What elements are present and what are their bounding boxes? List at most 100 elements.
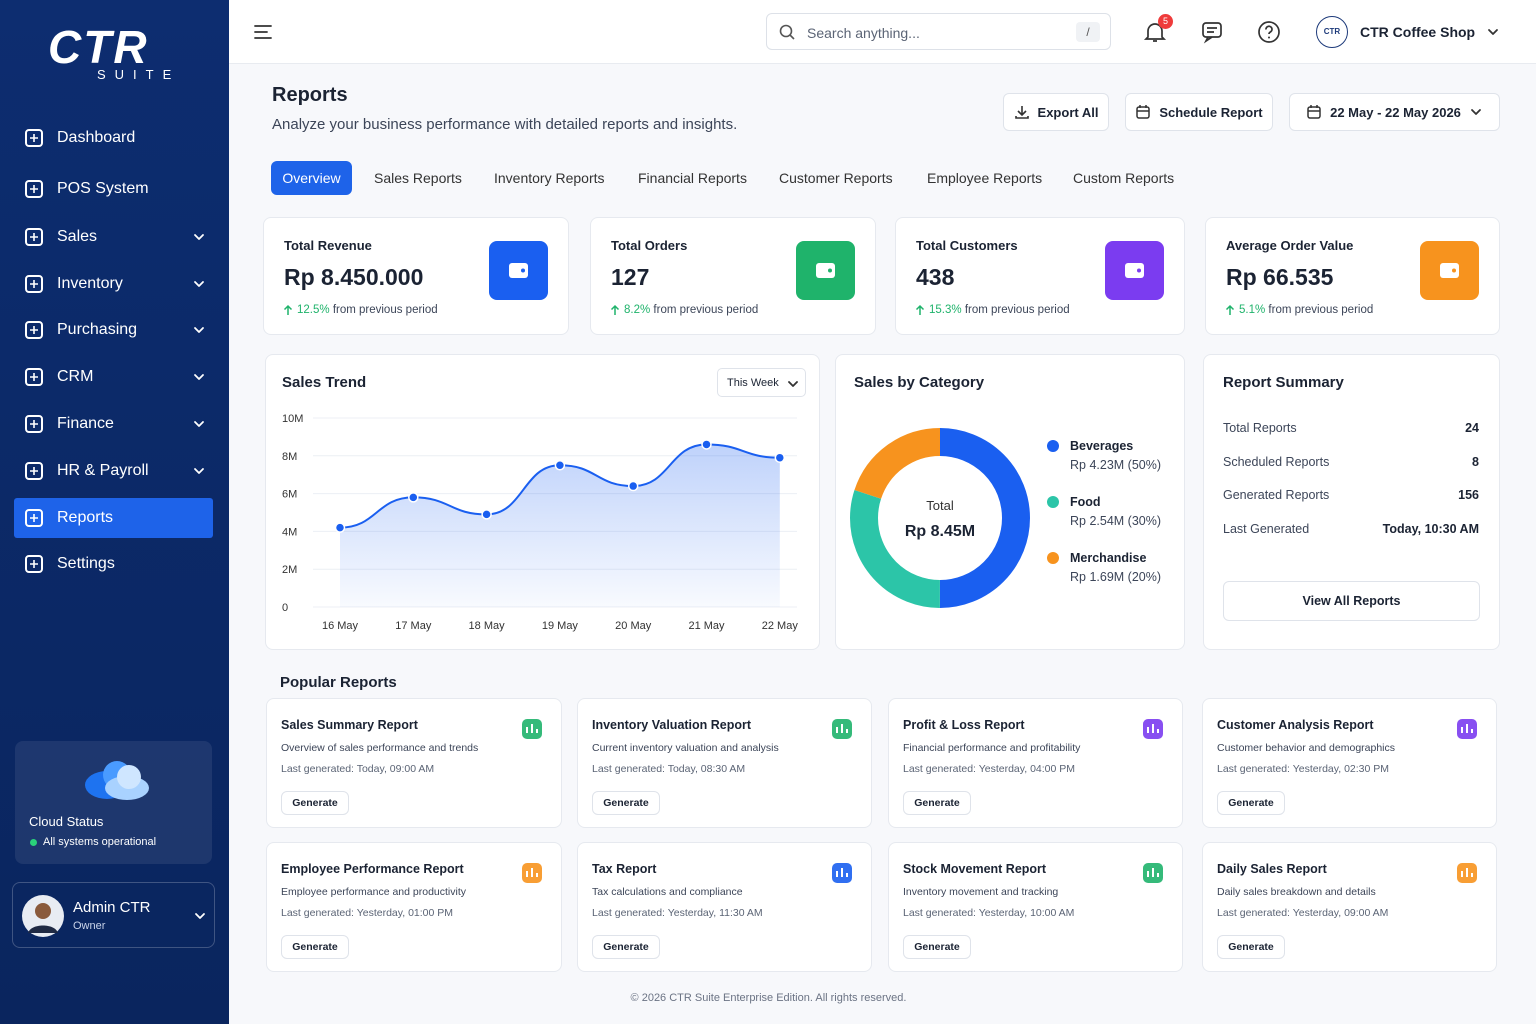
summary-value: 156 bbox=[1458, 488, 1479, 502]
data-point bbox=[481, 509, 492, 520]
page-title: Reports bbox=[272, 84, 348, 106]
report-title: Stock Movement Report bbox=[903, 862, 1047, 876]
view-all-button[interactable]: View All Reports bbox=[1223, 581, 1480, 621]
report-card: Sales Summary Report Overview of sales pe… bbox=[266, 698, 562, 828]
generate-button[interactable]: Generate bbox=[903, 935, 971, 959]
report-last-generated: Last generated: Yesterday, 09:00 AM bbox=[1217, 907, 1389, 919]
report-title: Customer Analysis Report bbox=[1217, 718, 1374, 732]
summary-panel: Report Summary Total Reports 24 Scheduled R… bbox=[1203, 354, 1500, 650]
date-chevron bbox=[1471, 109, 1481, 115]
report-last-generated: Last generated: Yesterday, 04:00 PM bbox=[903, 763, 1076, 775]
generate-button[interactable]: Generate bbox=[592, 935, 660, 959]
search-placeholder: Search anything... bbox=[807, 25, 920, 41]
report-description: Financial performance and profitability bbox=[903, 742, 1081, 754]
search-box[interactable]: Search anything... / bbox=[766, 13, 1111, 50]
date-range[interactable]: 22 May - 22 May 2026 bbox=[1289, 93, 1500, 131]
panel-title: Report Summary bbox=[1223, 374, 1344, 391]
shop-name[interactable]: CTR Coffee Shop bbox=[1360, 24, 1476, 40]
report-last-generated: Last generated: Today, 08:30 AM bbox=[592, 763, 746, 775]
nav-item[interactable]: POS System bbox=[14, 169, 213, 209]
report-description: Current inventory valuation and analysis bbox=[592, 742, 779, 754]
category-panel: Sales by Category Beverages Rp 4.23M (50%)… bbox=[835, 354, 1185, 650]
report-description: Inventory movement and tracking bbox=[903, 886, 1059, 898]
tab[interactable]: Customer Reports bbox=[779, 170, 893, 186]
tab[interactable]: Custom Reports bbox=[1073, 170, 1175, 186]
logo-sub: SUITE bbox=[97, 67, 181, 82]
nav-icon bbox=[25, 555, 43, 573]
nav-item[interactable]: HR & Payroll bbox=[14, 451, 213, 491]
tab[interactable]: Inventory Reports bbox=[494, 170, 605, 186]
tab[interactable]: Overview bbox=[271, 161, 352, 195]
nav-icon bbox=[25, 275, 43, 293]
data-point bbox=[701, 439, 712, 450]
schedule-button[interactable]: Schedule Report bbox=[1125, 93, 1273, 131]
report-title: Tax Report bbox=[592, 862, 657, 876]
generate-button[interactable]: Generate bbox=[281, 791, 349, 815]
nav-item[interactable]: Purchasing bbox=[14, 310, 213, 350]
generate-button[interactable]: Generate bbox=[1217, 791, 1285, 815]
nav-item[interactable]: Settings bbox=[14, 544, 213, 584]
x-tick-label: 18 May bbox=[469, 620, 506, 632]
nav-item[interactable]: Inventory bbox=[14, 264, 213, 304]
date-label: 22 May - 22 May 2026 bbox=[1330, 104, 1461, 120]
donut-chart: Beverages Rp 4.23M (50%) Food Rp 2.54M (30%… bbox=[850, 428, 1161, 608]
nav-item[interactable]: Reports bbox=[14, 498, 213, 538]
generate-label: Generate bbox=[292, 941, 338, 953]
nav-label: Dashboard bbox=[57, 129, 136, 146]
shop-chevron bbox=[1488, 29, 1498, 35]
tab[interactable]: Employee Reports bbox=[927, 170, 1043, 186]
kpi-value: Rp 8.450.000 bbox=[284, 264, 424, 290]
logo: CTR bbox=[48, 21, 149, 73]
kpi-change: 15.3% from previous period bbox=[929, 304, 1070, 316]
nav-chevron bbox=[194, 281, 204, 287]
tab[interactable]: Sales Reports bbox=[374, 170, 462, 186]
generate-label: Generate bbox=[1228, 941, 1274, 953]
kpi-card: Total Revenue Rp 8.450.000 12.5% from prev… bbox=[263, 217, 569, 335]
generate-button[interactable]: Generate bbox=[281, 935, 349, 959]
kpi-arrow bbox=[283, 304, 293, 315]
summary-value: 8 bbox=[1472, 454, 1479, 469]
export-button[interactable]: Export All bbox=[1003, 93, 1109, 131]
x-tick-label: 16 May bbox=[322, 620, 359, 632]
cloud-status: All systems operational bbox=[43, 836, 157, 848]
nav-item[interactable]: Finance bbox=[14, 404, 213, 444]
report-card: Employee Performance Report Employee perf… bbox=[266, 842, 562, 972]
data-point bbox=[554, 460, 566, 471]
nav-icon bbox=[25, 129, 43, 147]
legend-value: Rp 1.69M (20%) bbox=[1070, 570, 1161, 584]
nav-label: POS System bbox=[57, 180, 149, 197]
kpi-value: Rp 66.535 bbox=[1226, 264, 1334, 290]
donut-segment bbox=[850, 428, 1030, 608]
kpi-change-note: from previous period bbox=[964, 304, 1070, 316]
generate-button[interactable]: Generate bbox=[903, 791, 971, 815]
kpi-glyph bbox=[1125, 263, 1144, 278]
notification-badge[interactable]: 5 bbox=[1158, 14, 1173, 29]
report-icon bbox=[522, 863, 542, 883]
report-card: Daily Sales Report Daily sales breakdown … bbox=[1202, 842, 1497, 972]
schedule-label: Schedule Report bbox=[1159, 104, 1263, 120]
nav-item[interactable]: Sales bbox=[14, 217, 213, 257]
legend-dot bbox=[1047, 496, 1059, 508]
nav-icon bbox=[25, 368, 43, 386]
kpi-card: Total Orders 127 8.2% from previous period bbox=[590, 217, 876, 335]
kpi-icon bbox=[1420, 241, 1479, 300]
nav-item[interactable]: Dashboard bbox=[14, 118, 213, 158]
kpi-icon bbox=[1105, 241, 1164, 300]
tab[interactable]: Financial Reports bbox=[638, 170, 747, 186]
generate-button[interactable]: Generate bbox=[592, 791, 660, 815]
filter-select[interactable]: This Week bbox=[717, 368, 806, 397]
data-point bbox=[408, 492, 419, 503]
report-last-generated: Last generated: Yesterday, 10:00 AM bbox=[903, 907, 1075, 919]
panel-title: Sales Trend bbox=[282, 374, 367, 391]
user-card[interactable]: Admin CTR Owner bbox=[12, 882, 215, 948]
cloud-card: Cloud Status All systems operational bbox=[15, 741, 212, 864]
data-point bbox=[774, 452, 786, 463]
kpi-value: 127 bbox=[611, 264, 650, 290]
nav-icon bbox=[25, 415, 43, 433]
generate-button[interactable]: Generate bbox=[1217, 935, 1285, 959]
nav-item[interactable]: CRM bbox=[14, 357, 213, 397]
report-title: Employee Performance Report bbox=[281, 862, 464, 876]
generate-label: Generate bbox=[603, 941, 649, 953]
y-tick-label: 4M bbox=[282, 526, 297, 538]
x-tick-label: 22 May bbox=[762, 620, 799, 632]
